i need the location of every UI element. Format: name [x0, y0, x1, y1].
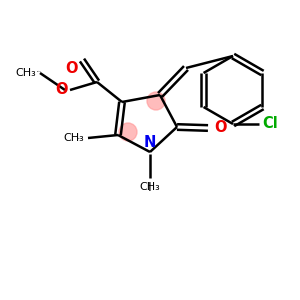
Text: Cl: Cl [262, 116, 278, 131]
Text: CH₃: CH₃ [15, 68, 36, 78]
Text: CH₃: CH₃ [140, 182, 160, 192]
Text: O: O [214, 119, 226, 134]
Text: O: O [65, 61, 78, 76]
Text: methyl: methyl [37, 71, 42, 72]
Circle shape [119, 123, 137, 141]
Text: N: N [144, 135, 156, 150]
Text: I: I [148, 181, 152, 194]
Text: CH₃: CH₃ [63, 133, 84, 143]
Circle shape [147, 92, 165, 110]
Text: O: O [56, 82, 68, 97]
Text: methyl: methyl [78, 137, 83, 139]
